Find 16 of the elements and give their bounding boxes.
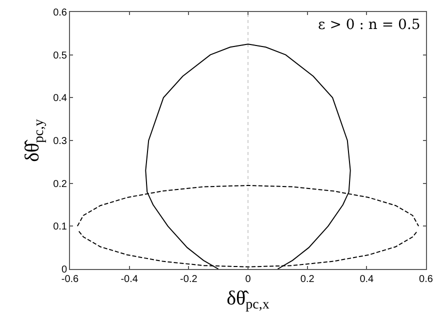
y-tick-label: 0.4 (53, 93, 68, 104)
x-tick-label: -0.4 (120, 274, 138, 285)
x-tick-label: 0 (245, 274, 252, 285)
x-tick-label: -0.2 (180, 274, 198, 285)
x-tick-label: -0.6 (61, 274, 80, 285)
x-tick-label: 0.6 (419, 274, 434, 285)
annotation: ε > 0 : n = 0.5 (318, 17, 420, 33)
y-tick-label: 0.5 (53, 50, 68, 62)
y-tick-label: 0.3 (53, 136, 68, 147)
y-tick-label: 0.6 (53, 8, 68, 18)
y-tick-label: 0 (61, 264, 68, 276)
y-tick-label: 0.1 (53, 222, 68, 233)
y-tick-label: 0.2 (53, 178, 68, 190)
x-tick-label: 0.2 (300, 274, 315, 285)
x-axis-title: δθ̂$_{pc,x}$ (226, 288, 270, 313)
x-tick-label: 0.4 (360, 274, 374, 285)
